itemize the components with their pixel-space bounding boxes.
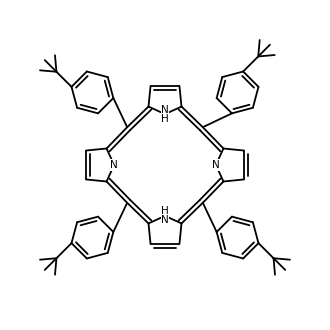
Text: N: N xyxy=(110,160,118,170)
Text: N: N xyxy=(212,160,220,170)
Text: H
N: H N xyxy=(161,207,169,225)
Text: N
H: N H xyxy=(161,105,169,123)
